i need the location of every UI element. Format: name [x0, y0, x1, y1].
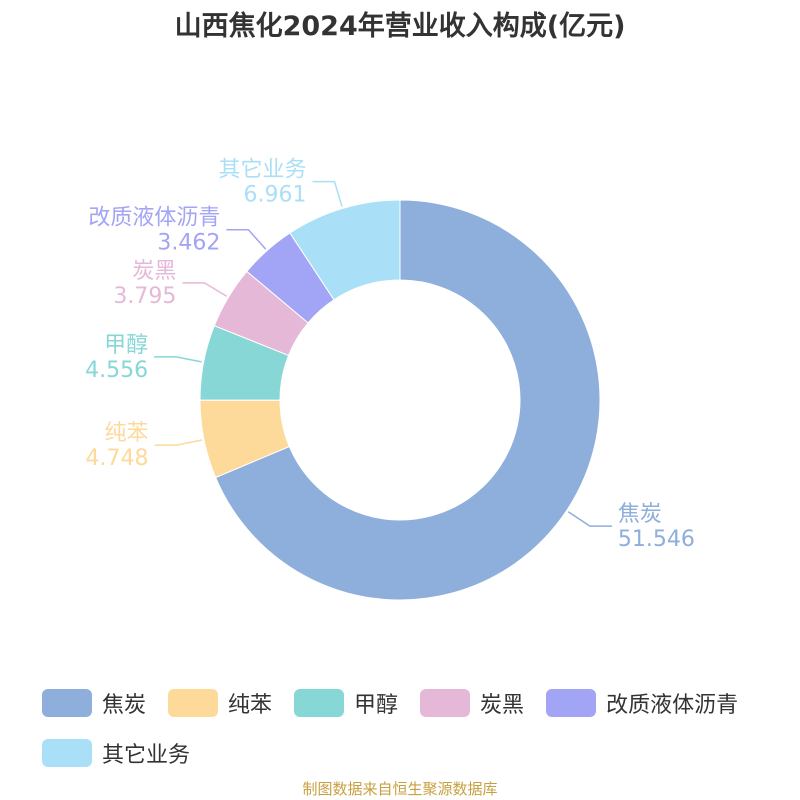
leader-line — [154, 356, 202, 363]
legend-item[interactable]: 炭黑 — [420, 688, 524, 718]
source-note: 制图数据来自恒生聚源数据库 — [302, 780, 498, 798]
legend-item[interactable]: 其它业务 — [42, 738, 190, 768]
legend-label: 焦炭 — [102, 693, 147, 718]
slice-value: 4.748 — [86, 446, 149, 471]
donut-slice — [289, 199, 401, 301]
legend-swatch — [546, 689, 597, 717]
slice-label: 改质液体沥青 — [88, 206, 220, 231]
slice-label: 甲醇 — [104, 333, 148, 358]
slice-value: 6.961 — [244, 183, 307, 208]
slice-value: 3.462 — [157, 231, 220, 256]
legend-item[interactable]: 纯苯 — [168, 688, 272, 718]
chart-title: 山西焦化2024年营业收入构成(亿元) — [174, 11, 626, 42]
legend-swatch — [420, 689, 471, 717]
legend-item[interactable]: 焦炭 — [42, 688, 146, 718]
legend-label: 其它业务 — [102, 743, 191, 768]
legend-swatch — [42, 739, 92, 767]
legend-label: 纯苯 — [228, 693, 273, 718]
leader-line — [182, 282, 228, 297]
leader-line — [154, 439, 203, 446]
slice-label: 纯苯 — [104, 421, 148, 446]
slice-label: 炭黑 — [132, 259, 176, 284]
leader-line — [567, 511, 612, 527]
legend-label: 炭黑 — [480, 693, 525, 718]
legend-item[interactable]: 改质液体沥青 — [546, 688, 738, 718]
legend-label: 甲醇 — [354, 693, 399, 718]
legend-swatch — [294, 689, 345, 717]
legend-swatch — [42, 689, 92, 717]
slice-value: 51.546 — [618, 527, 695, 552]
donut-slice — [214, 199, 601, 601]
leader-line — [226, 228, 267, 250]
legend-swatch — [168, 689, 219, 717]
slice-value: 4.556 — [85, 358, 148, 383]
leader-line — [312, 180, 343, 207]
slice-label: 焦炭 — [618, 502, 662, 527]
legend-item[interactable]: 甲醇 — [294, 688, 398, 718]
slice-label: 其它业务 — [218, 158, 306, 183]
slice-value: 3.795 — [113, 284, 176, 309]
legend-label: 改质液体沥青 — [606, 693, 739, 718]
legend: 焦炭 纯苯 甲醇 炭黑 改质液体沥青其它业务 — [42, 688, 782, 768]
